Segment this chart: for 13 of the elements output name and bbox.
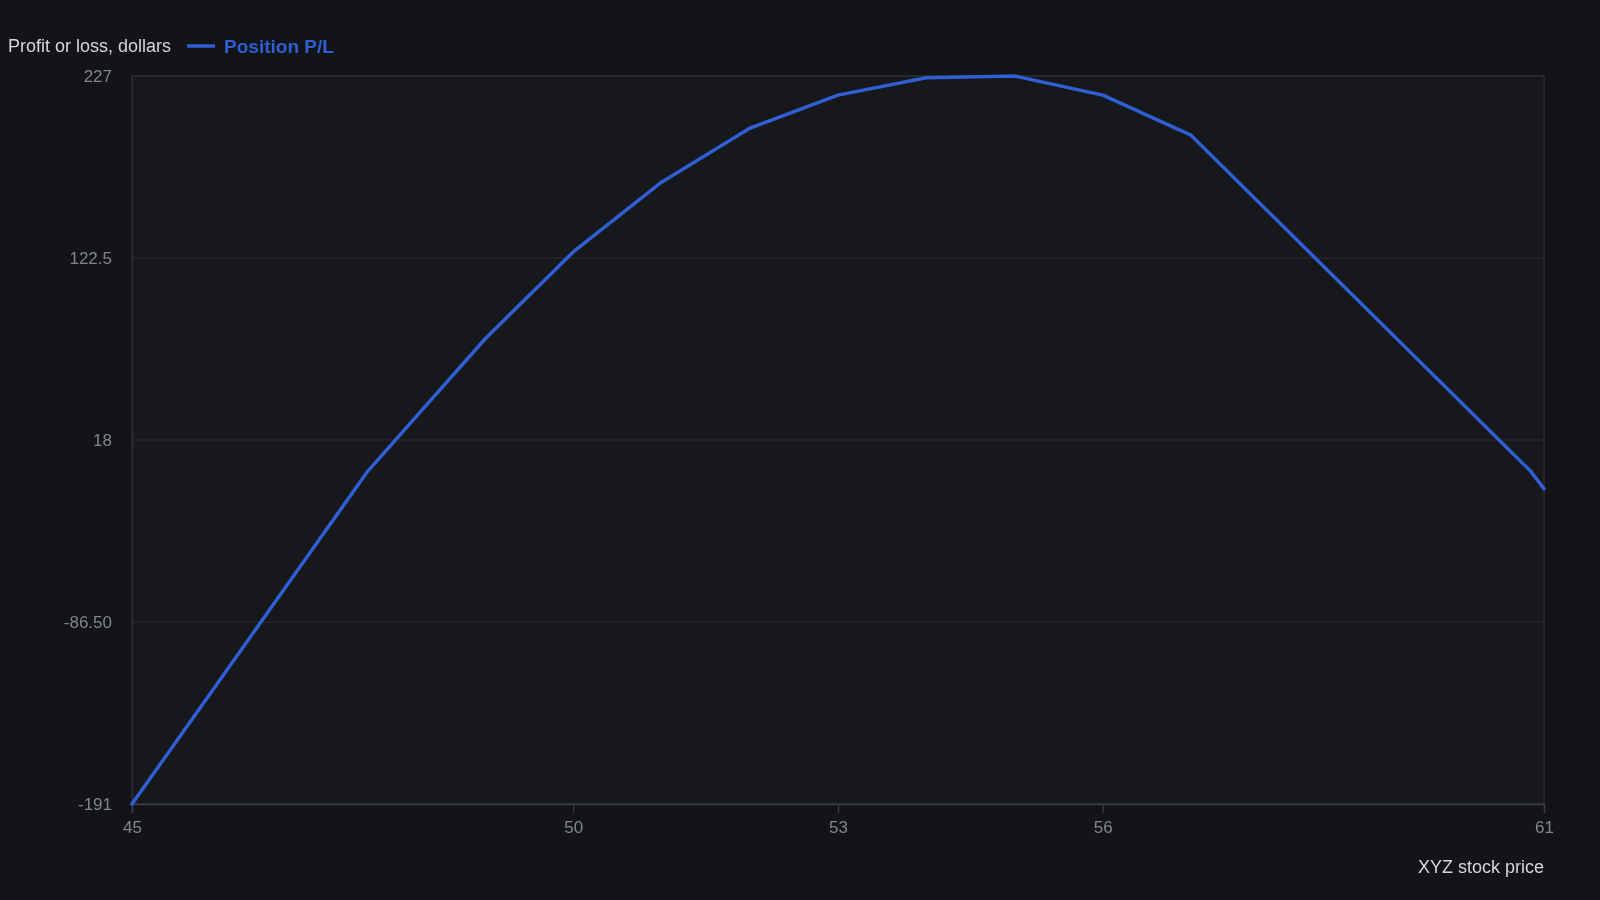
x-tick-label: 56: [1093, 818, 1113, 838]
x-tick-label: 45: [123, 818, 142, 838]
y-tick-label: 122.5: [69, 248, 112, 268]
y-tick-label: 18: [93, 430, 112, 450]
y-tick-label: -191: [77, 794, 112, 814]
y-tick-label: -86.50: [63, 612, 112, 632]
x-axis-title: XYZ stock price: [1417, 857, 1544, 877]
legend-label: Position P/L: [224, 35, 335, 57]
x-tick-label: 53: [829, 818, 848, 838]
y-tick-label: 227: [83, 66, 112, 86]
x-tick-label: 61: [1535, 818, 1554, 838]
x-tick-label: 50: [564, 818, 584, 838]
y-axis-title: Profit or loss, dollars: [8, 36, 172, 56]
